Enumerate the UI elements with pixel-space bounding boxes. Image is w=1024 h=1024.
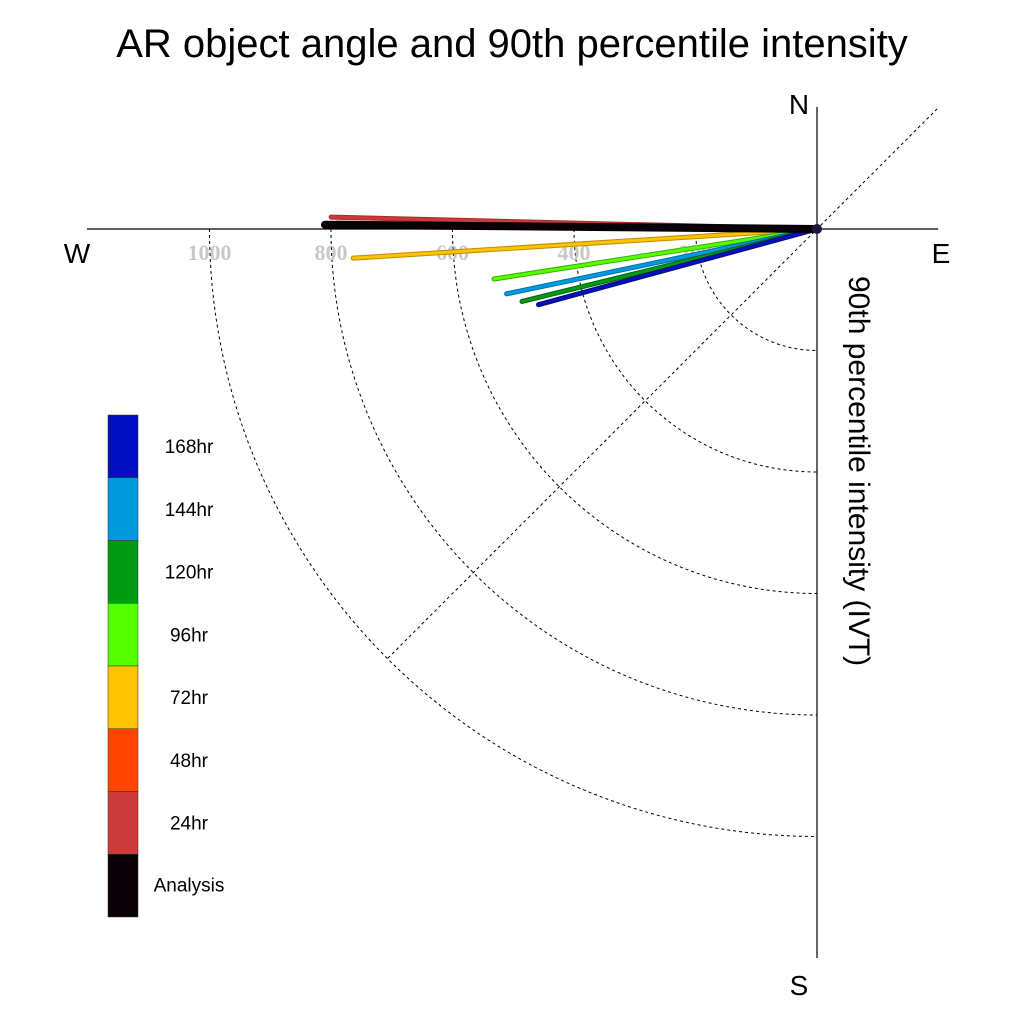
legend-swatch-analysis <box>107 854 139 918</box>
legend-label-analysis: Analysis <box>154 875 225 896</box>
legend-label-120hr: 120hr <box>165 563 214 584</box>
legend-swatch-144hr <box>107 477 139 541</box>
series-line-96hr <box>492 227 819 281</box>
series-line-72hr <box>351 227 819 260</box>
legend-swatch-72hr <box>107 665 139 729</box>
legend-label-96hr: 96hr <box>170 625 209 646</box>
legend-label-72hr: 72hr <box>170 688 209 709</box>
grid-arc-1000 <box>209 228 818 837</box>
legend-label-24hr: 24hr <box>170 814 209 835</box>
grid <box>209 108 938 837</box>
radial-tick-label-800: 800 <box>315 240 348 265</box>
legend-label-168hr: 168hr <box>165 437 214 458</box>
legend-swatch-120hr <box>107 540 139 604</box>
grid-arc-400 <box>573 228 818 473</box>
chart-title: AR object angle and 90th percentile inte… <box>116 22 908 66</box>
legend-swatch-48hr <box>107 728 139 792</box>
y-axis-label: 90th percentile intensity (IVT) <box>842 276 875 666</box>
legend-swatch-168hr <box>107 414 139 478</box>
compass-west-label: W <box>64 238 91 269</box>
legend: 168hr 144hr 120hr 96hr 72hr 48hr 24hr Analysis <box>107 414 225 918</box>
legend-label-48hr: 48hr <box>170 751 209 772</box>
radial-tick-label-1000: 1000 <box>188 240 232 265</box>
grid-arc-600 <box>452 228 818 594</box>
legend-swatch-24hr <box>107 791 139 855</box>
compass-east-label: E <box>932 238 951 269</box>
legend-label-144hr: 144hr <box>165 500 214 521</box>
legend-swatch-96hr <box>107 603 139 667</box>
series-line-analysis <box>322 222 820 232</box>
origin-point <box>812 224 822 234</box>
series-line-168hr <box>537 227 819 307</box>
grid-arc-800 <box>330 228 818 716</box>
compass-south-label: S <box>790 970 809 1001</box>
series-lines <box>320 214 822 308</box>
compass-north-label: N <box>789 89 809 120</box>
